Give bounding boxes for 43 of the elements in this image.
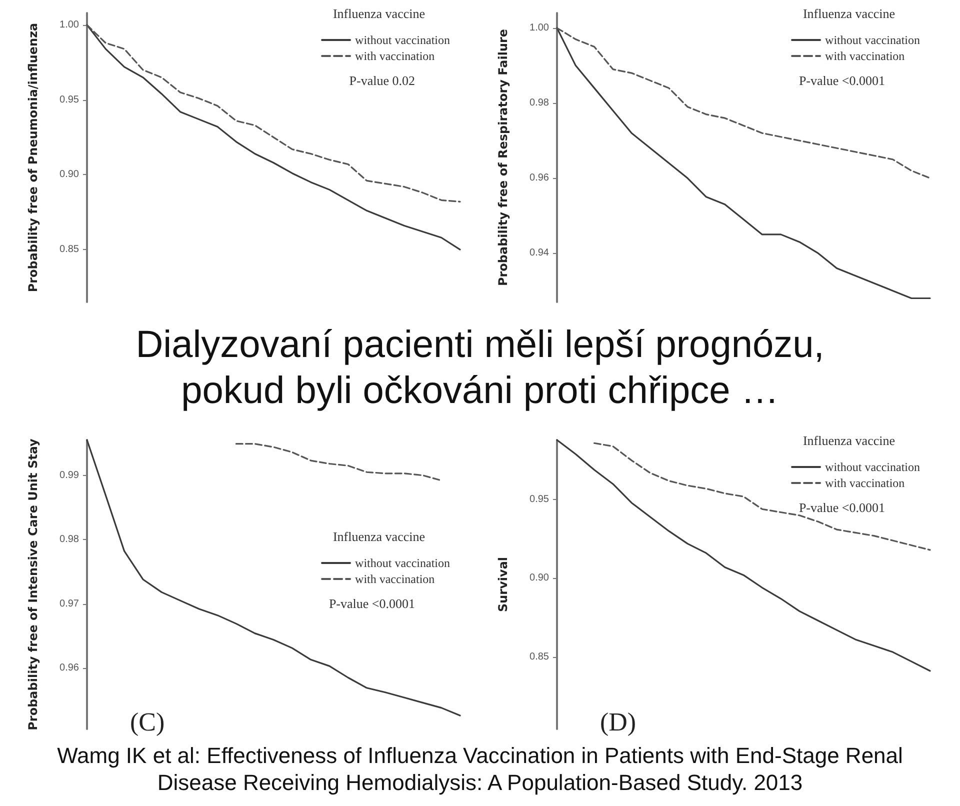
- line-series: [556, 27, 931, 179]
- annotation: P-value 0.02: [349, 73, 416, 88]
- legend-title: Influenza vaccine: [802, 6, 896, 21]
- y-tick-label: 0.85: [530, 651, 550, 662]
- line-series: [556, 27, 931, 300]
- line-series: [86, 24, 461, 202]
- legend-title: Influenza vaccine: [332, 6, 426, 21]
- y-tick-label: 0.95: [60, 94, 80, 106]
- y-tick-label: 0.97: [60, 598, 80, 610]
- legend-label: without vaccination: [825, 460, 920, 474]
- annotation: (C): [130, 708, 165, 736]
- annotation: P-value <0.0001: [798, 500, 886, 515]
- y-tick-label: 0.98: [60, 534, 80, 546]
- legend-label: with vaccination: [825, 49, 905, 63]
- legend-title: Influenza vaccine: [332, 529, 426, 544]
- y-axis-title: Survival: [496, 556, 510, 612]
- annotation: P-value <0.0001: [328, 596, 416, 611]
- y-tick-label: 0.94: [530, 248, 550, 259]
- text: Dialyzovaní pacienti měli lepší prognózu, pokud byli očkováni proti chřipce …: [134, 323, 826, 414]
- legend-label: without vaccination: [355, 33, 450, 47]
- legend-label: with vaccination: [825, 476, 905, 490]
- line-series: [235, 443, 442, 482]
- y-axis-title: Probability free of Intensive Care Unit Stay: [26, 438, 40, 730]
- y-tick-label: 0.90: [530, 572, 550, 584]
- y-axis-title: Probability free of Respiratory Failure: [496, 28, 510, 286]
- legend-label: without vaccination: [355, 556, 450, 570]
- text: Wamg IK et al: Effectiveness of Influenza Vaccination in Patients with End-Stage Renal Disease Receiving Hemodialysis: A Population-Based Study. 2013: [56, 742, 904, 796]
- y-tick-label: 0.98: [530, 98, 550, 109]
- legend-label: without vaccination: [825, 33, 920, 47]
- y-axis-title: Probability free of Pneumonia/influenza: [26, 22, 40, 292]
- legend-title: Influenza vaccine: [802, 433, 896, 448]
- legend-label: with vaccination: [355, 49, 435, 63]
- y-tick-label: 1.00: [530, 22, 550, 34]
- y-tick-label: 0.95: [530, 494, 550, 506]
- y-tick-label: 0.99: [60, 470, 80, 481]
- y-tick-label: 0.90: [60, 169, 80, 180]
- legend-label: with vaccination: [355, 572, 435, 586]
- y-tick-label: 1.00: [60, 19, 80, 30]
- y-tick-label: 0.96: [60, 662, 80, 674]
- annotation: P-value <0.0001: [798, 73, 886, 88]
- y-tick-label: 0.96: [530, 172, 550, 184]
- y-tick-label: 0.85: [60, 244, 80, 256]
- annotation: (D): [600, 708, 636, 736]
